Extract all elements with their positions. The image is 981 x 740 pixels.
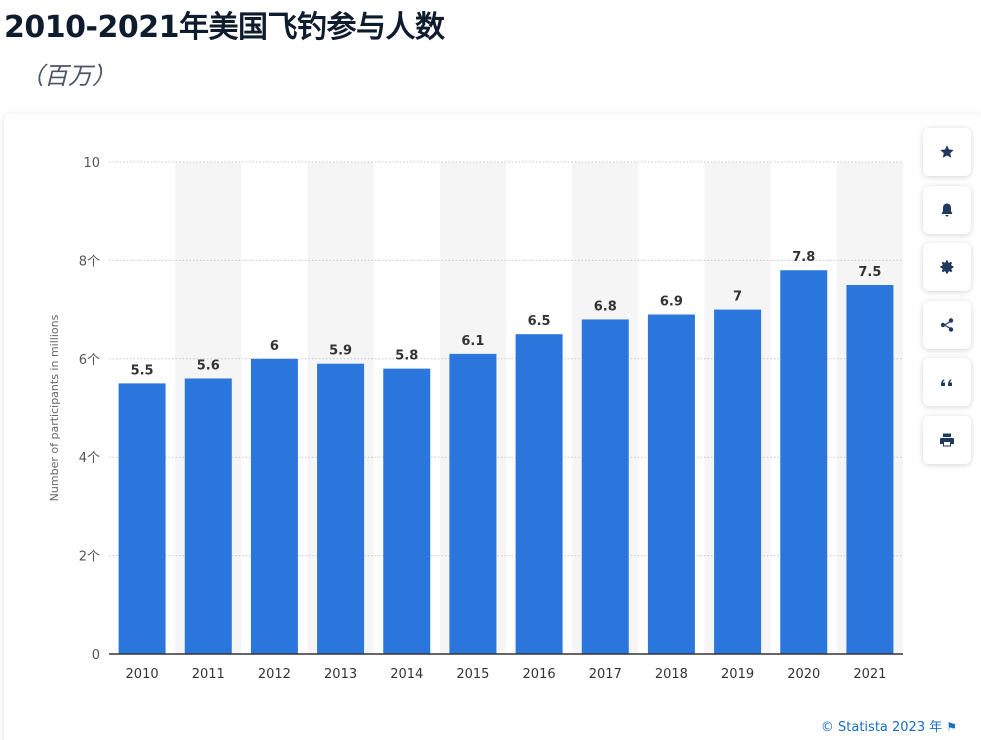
bar <box>449 353 497 654</box>
value-label: 5.6 <box>197 358 220 373</box>
value-label: 6.1 <box>461 334 484 349</box>
value-label: 5.9 <box>329 344 352 359</box>
y-tick-label: 10 <box>83 156 100 171</box>
chart-toolbar <box>923 128 971 473</box>
x-axis: 2010 2011 2012 2013 2014 2015 2016 2017 2018 2019… <box>109 653 903 682</box>
value-label: 6.8 <box>594 299 617 314</box>
statista-credit[interactable]: © Statista 2023 年 ⚑ <box>821 716 957 735</box>
bar <box>714 309 762 654</box>
notification-button[interactable] <box>923 185 971 234</box>
share-icon <box>940 317 954 332</box>
print-button[interactable] <box>923 415 971 464</box>
bar <box>317 363 365 654</box>
bar <box>383 368 431 654</box>
bars <box>118 270 894 654</box>
x-tick-label: 2018 <box>655 667 688 682</box>
favorite-button[interactable] <box>923 128 971 176</box>
y-tick-label: 8个 <box>79 254 100 269</box>
x-tick-label: 2019 <box>721 667 754 682</box>
share-button[interactable] <box>923 300 971 349</box>
y-axis: 0 2个 4个 6个 8个 10 <box>79 156 100 663</box>
bar <box>250 358 298 654</box>
y-tick-label: 2个 <box>79 550 100 565</box>
x-tick-label: 2013 <box>324 667 357 682</box>
y-axis-title: Number of participants in millions <box>48 314 61 501</box>
flag-icon[interactable]: ⚑ <box>946 720 957 734</box>
gridlines <box>109 161 903 557</box>
value-label: 6.9 <box>660 295 683 310</box>
page-subtitle: （百万） <box>20 62 116 90</box>
star-icon <box>940 145 954 158</box>
bar <box>780 270 828 654</box>
value-label: 5.8 <box>395 349 418 364</box>
value-label: 6 <box>270 339 279 354</box>
page-title: 2010-2021年美国飞钓参与人数 <box>4 10 445 45</box>
value-labels: 5.5 5.6 6 5.9 5.8 6.1 6.5 6.8 6.9 7 7.8 7.5 <box>131 250 882 378</box>
x-tick-label: 2015 <box>456 667 489 682</box>
gear-icon <box>940 260 954 274</box>
y-tick-label: 4个 <box>79 451 100 466</box>
bar <box>647 314 695 654</box>
x-tick-label: 2011 <box>192 667 225 682</box>
y-tick-label: 6个 <box>79 353 100 368</box>
credit-text[interactable]: © Statista 2023 年 <box>820 720 943 735</box>
value-label: 6.5 <box>528 314 551 329</box>
x-tick-label: 2017 <box>589 667 622 682</box>
x-tick-label: 2016 <box>523 667 556 682</box>
bar <box>184 378 232 654</box>
bar <box>515 334 563 654</box>
x-tick-label: 2014 <box>390 667 423 682</box>
bar <box>846 285 894 654</box>
bar <box>118 383 166 654</box>
cite-button[interactable] <box>923 358 971 406</box>
print-icon <box>940 433 954 446</box>
quote-icon <box>941 379 952 386</box>
x-tick-label: 2020 <box>787 667 820 682</box>
bell-icon <box>941 203 953 216</box>
x-tick-label: 2010 <box>126 667 159 682</box>
value-label: 7.5 <box>858 265 881 280</box>
x-tick-label: 2012 <box>258 667 291 682</box>
y-tick-label: 0 <box>92 648 100 663</box>
bar <box>581 319 629 654</box>
value-label: 7 <box>733 290 742 305</box>
settings-button[interactable] <box>923 243 971 291</box>
x-tick-label: 2021 <box>853 667 886 682</box>
value-label: 5.5 <box>131 363 154 378</box>
value-label: 7.8 <box>792 250 815 265</box>
